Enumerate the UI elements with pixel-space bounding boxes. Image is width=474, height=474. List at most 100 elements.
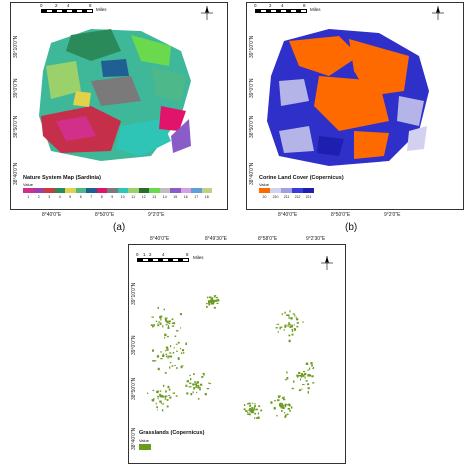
grassland-patch — [185, 342, 187, 345]
grassland-patch — [175, 343, 178, 345]
grassland-patch — [164, 337, 166, 339]
grassland-patch — [158, 321, 160, 324]
grassland-patch — [257, 412, 259, 415]
grassland-patch — [310, 362, 313, 365]
grassland-patch — [151, 399, 154, 401]
lon-label: 8°50'0"E — [95, 212, 115, 218]
grassland-patch — [164, 395, 166, 397]
grassland-patch — [249, 408, 252, 410]
lat-label: 38°50'0"N — [249, 115, 255, 138]
grassland-patch — [211, 299, 213, 301]
grassland-patch — [311, 364, 313, 367]
grassland-patch — [307, 374, 310, 377]
lon-label: 8°58'0"E — [258, 236, 278, 242]
grassland-patch — [174, 335, 177, 337]
grassland-patch — [160, 394, 162, 397]
grassland-patch — [254, 409, 256, 411]
grassland-patch — [248, 409, 251, 411]
grassland-patch — [291, 330, 294, 332]
lat-label: 38°40'0"N — [131, 427, 137, 450]
grassland-patch — [196, 381, 199, 384]
grassland-patch — [168, 320, 171, 323]
grassland-patch — [260, 409, 263, 412]
grassland-patch — [307, 383, 310, 386]
grassland-patch — [168, 325, 170, 327]
legend-swatch — [281, 188, 292, 193]
grassland-patch — [165, 353, 168, 355]
grassland-patch — [213, 306, 216, 309]
grassland-patch — [284, 403, 287, 406]
grassland-patch — [279, 402, 282, 405]
grassland-patch — [255, 408, 258, 411]
grassland-patch — [157, 390, 159, 394]
grassland-patch — [157, 324, 160, 327]
grassland-patch — [193, 373, 195, 376]
grassland-patch — [202, 372, 205, 375]
grassland-patch — [288, 404, 291, 407]
grassland-patch — [166, 348, 169, 351]
grassland-patch — [153, 397, 155, 401]
legend-label: 15 — [173, 195, 178, 199]
grassland-patch — [160, 351, 162, 353]
grassland-patch — [152, 389, 155, 391]
legend-b: 20 210 211 212 221 — [259, 188, 319, 202]
grassland-patch — [186, 392, 189, 395]
grassland-patch — [195, 386, 197, 388]
grassland-patch — [284, 379, 287, 381]
legend-label: 221 — [305, 195, 312, 199]
legend-value-label: Value — [259, 182, 269, 187]
grassland-patch — [298, 371, 301, 374]
grassland-patch — [157, 306, 159, 309]
grassland-patch — [190, 393, 193, 396]
grassland-patch — [293, 328, 296, 330]
grassland-patch — [155, 402, 157, 405]
grassland-patch — [157, 323, 159, 326]
grassland-patch — [167, 326, 170, 329]
scale-label: 4 — [162, 252, 165, 257]
caption-b: (b) — [345, 222, 358, 233]
grassland-patch — [216, 302, 219, 304]
grassland-patch — [216, 299, 218, 301]
lon-label: 9°2'30"E — [306, 236, 326, 242]
grassland-patch — [307, 383, 309, 385]
grassland-patch — [283, 405, 285, 407]
grassland-patch — [164, 372, 167, 374]
grassland-patch — [180, 365, 183, 369]
legend-label: 16 — [183, 195, 188, 199]
grassland-patch — [254, 417, 256, 419]
legend-label: 210 — [272, 195, 279, 199]
grassland-patch — [293, 380, 295, 383]
grassland-patch — [171, 318, 174, 321]
grassland-patch — [285, 414, 287, 417]
grassland-patch — [198, 386, 201, 388]
lat-label: 39°10'0"N — [249, 35, 255, 58]
grassland-patch — [161, 395, 164, 398]
lat-label: 38°40'0"N — [13, 162, 19, 185]
legend-swatch — [65, 188, 76, 193]
grassland-patch — [206, 296, 209, 299]
grassland-patch — [283, 398, 286, 401]
grassland-patch — [295, 316, 297, 319]
grassland-patch — [250, 409, 252, 412]
grassland-patch — [152, 360, 155, 362]
grassland-patch — [251, 408, 255, 412]
grassland-patch — [162, 354, 165, 357]
grassland-patch — [165, 390, 167, 393]
grassland-patch — [251, 407, 254, 409]
grassland-patch — [246, 403, 250, 405]
grassland-patch — [181, 349, 185, 352]
grassland-patch — [215, 296, 218, 299]
grassland-patch — [287, 408, 290, 410]
grassland-patch — [279, 404, 282, 406]
grassland-patch — [285, 405, 287, 408]
scale-label: Miles — [96, 7, 107, 12]
grassland-patch — [290, 325, 294, 328]
grassland-patch — [309, 374, 311, 377]
grassland-patch — [288, 322, 290, 324]
lat-label: 39°0'0"N — [249, 78, 255, 98]
lon-label: 9°2'0"E — [384, 212, 401, 218]
grassland-patch — [179, 313, 182, 316]
grassland-patch — [243, 404, 246, 406]
legend-value-label: Value — [23, 182, 33, 187]
grassland-patch — [210, 297, 213, 300]
